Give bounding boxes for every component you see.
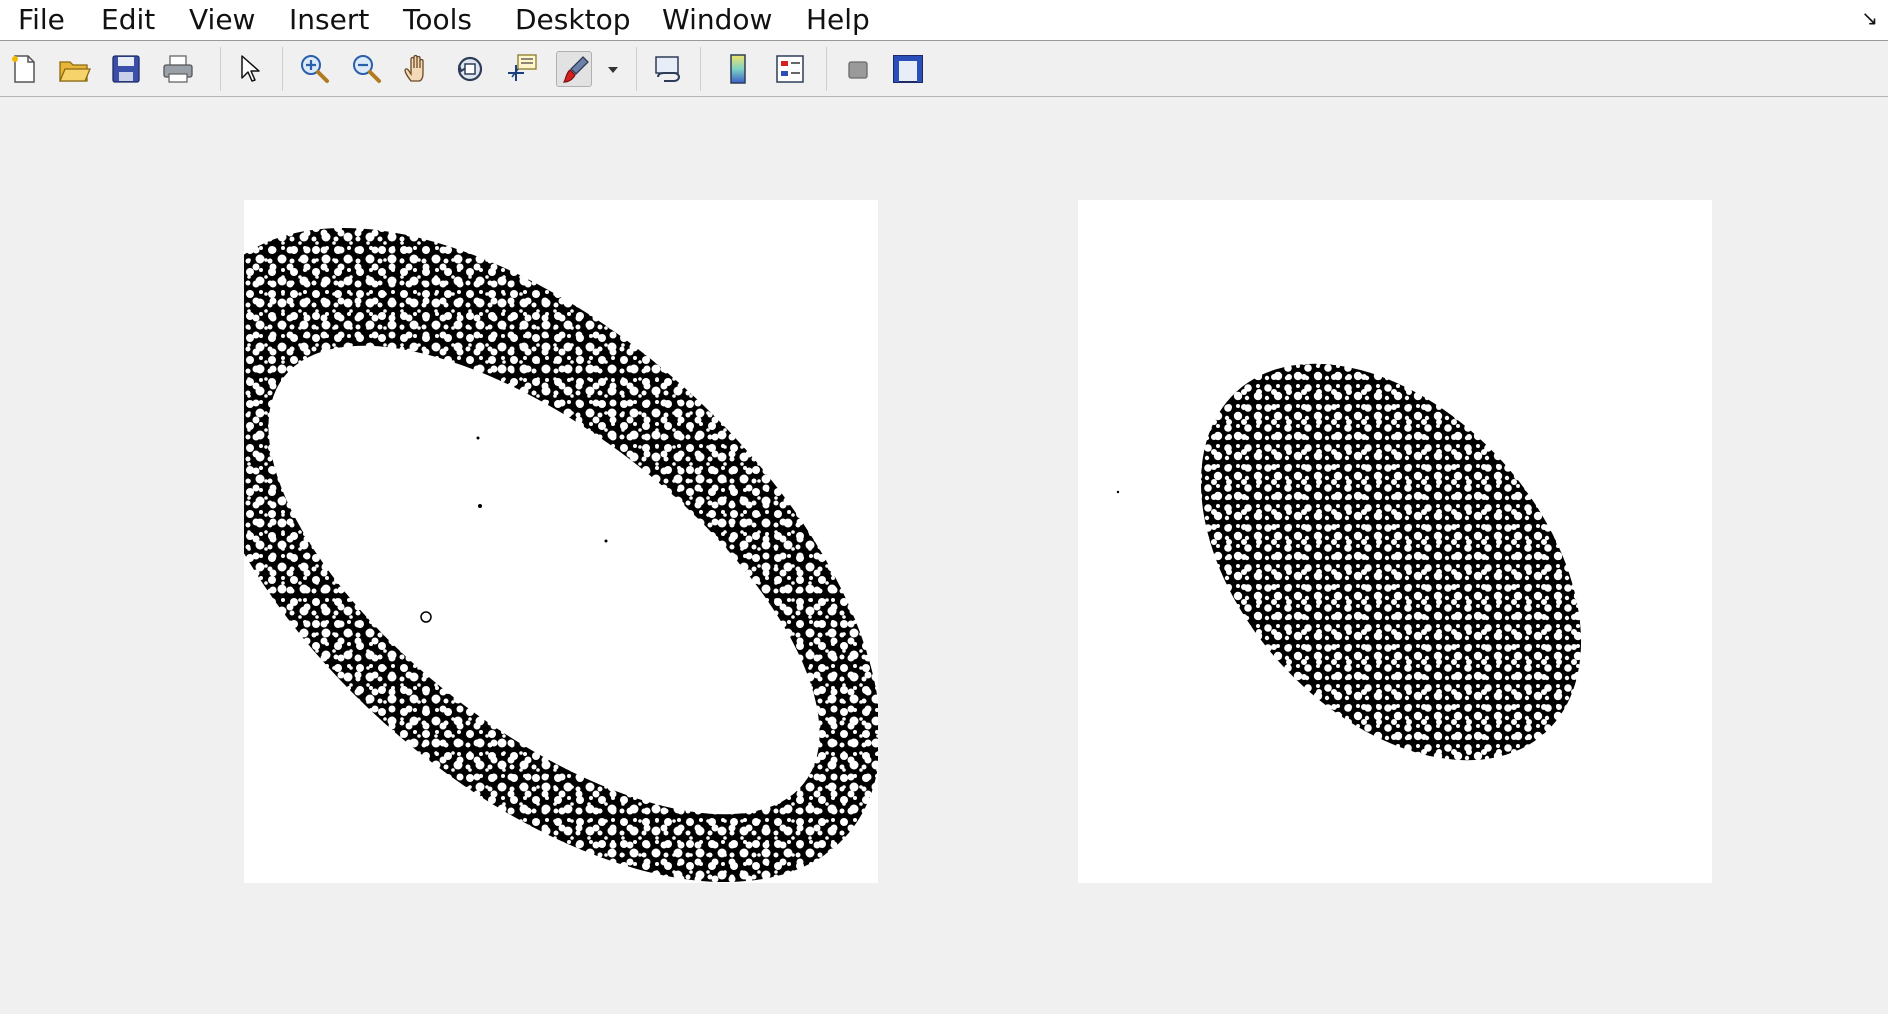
zoom-in-icon[interactable] bbox=[296, 51, 332, 87]
save-figure-icon[interactable] bbox=[108, 51, 144, 87]
rotate-3d-icon[interactable] bbox=[452, 51, 488, 87]
axes-image-ellipse[interactable] bbox=[1078, 200, 1712, 883]
data-cursor-icon[interactable] bbox=[504, 51, 540, 87]
axes-image-ring[interactable] bbox=[244, 200, 878, 883]
link-plot-icon[interactable] bbox=[650, 51, 686, 87]
menu-edit[interactable]: Edit bbox=[101, 3, 156, 36]
brush-icon[interactable] bbox=[556, 51, 592, 87]
toolbar-separator bbox=[826, 47, 827, 91]
toolbar-separator bbox=[220, 47, 221, 91]
show-plot-tools-icon[interactable] bbox=[890, 51, 926, 87]
insert-legend-icon[interactable] bbox=[772, 51, 808, 87]
menu-window[interactable]: Window bbox=[662, 3, 773, 36]
open-file-icon[interactable] bbox=[56, 51, 92, 87]
binary-mask-ring-image bbox=[244, 200, 878, 883]
toolbar-separator bbox=[636, 47, 637, 91]
menu-desktop[interactable]: Desktop bbox=[515, 3, 631, 36]
insert-colorbar-icon[interactable] bbox=[720, 51, 756, 87]
print-figure-icon[interactable] bbox=[160, 51, 196, 87]
figure-toolbar bbox=[0, 41, 1888, 97]
new-figure-icon[interactable] bbox=[6, 51, 42, 87]
toolbar-separator bbox=[700, 47, 701, 91]
menu-file[interactable]: File bbox=[18, 3, 65, 36]
menu-help[interactable]: Help bbox=[806, 3, 870, 36]
zoom-out-icon[interactable] bbox=[348, 51, 384, 87]
brush-dropdown-chevron-down-icon[interactable] bbox=[602, 51, 624, 87]
hide-plot-tools-icon[interactable] bbox=[840, 51, 876, 87]
edit-plot-arrow-icon[interactable] bbox=[232, 51, 268, 87]
dock-arrow-icon[interactable]: ↘ bbox=[1861, 6, 1878, 30]
toolbar-separator bbox=[282, 47, 283, 91]
menu-insert[interactable]: Insert bbox=[289, 3, 370, 36]
binary-mask-ellipse-image bbox=[1078, 200, 1712, 883]
pan-hand-icon[interactable] bbox=[400, 51, 436, 87]
menu-bar: File Edit View Insert Tools Desktop Wind… bbox=[0, 0, 1888, 41]
menu-tools[interactable]: Tools bbox=[403, 3, 472, 36]
menu-view[interactable]: View bbox=[189, 3, 256, 36]
